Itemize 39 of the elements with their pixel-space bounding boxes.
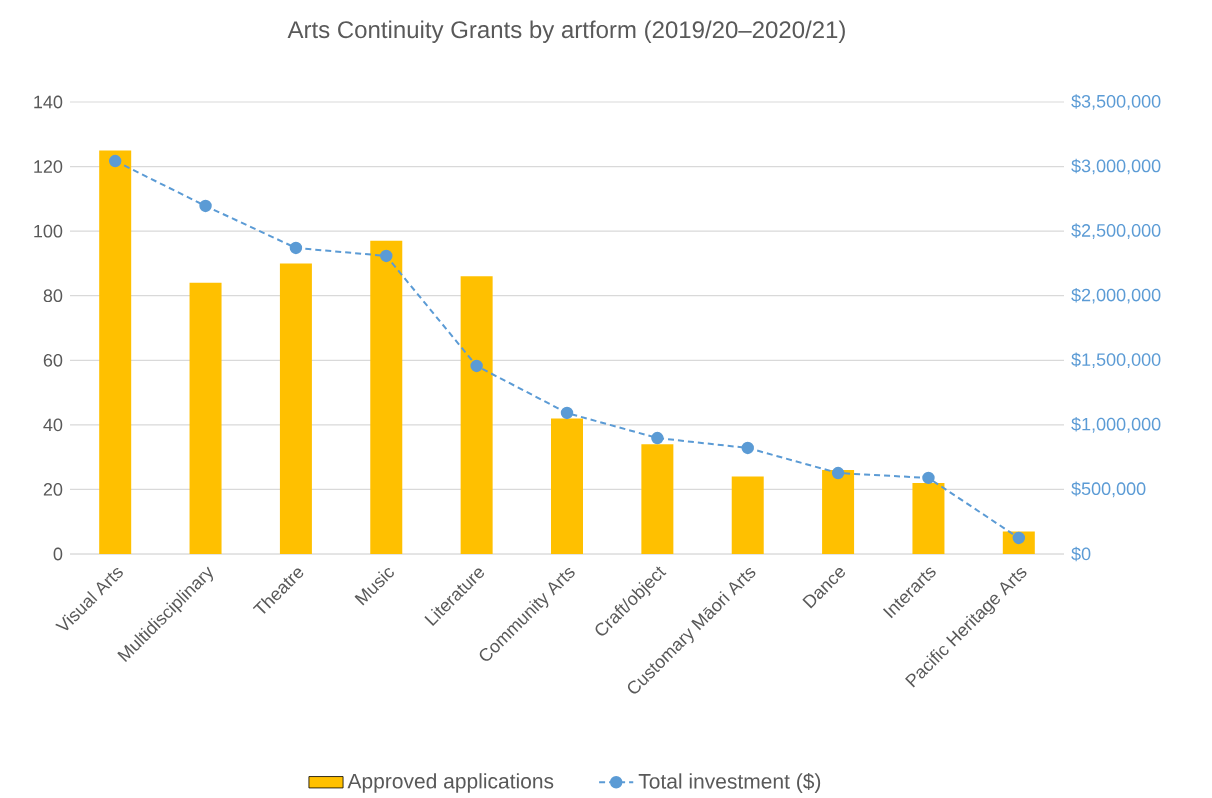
y-tick-label: 60 [43, 353, 63, 367]
point [380, 249, 393, 263]
y-tick-label: 120 [34, 160, 63, 173]
y2-tick-label: $2,000,000 [1071, 287, 1161, 304]
y2-tick-label: $3,500,000 [1071, 94, 1161, 110]
point [651, 431, 664, 445]
point [741, 441, 754, 455]
bar [189, 282, 222, 554]
bar [460, 276, 493, 554]
y-tick-label: 40 [43, 418, 63, 432]
y-tick-label: 0 [53, 547, 63, 561]
point [560, 406, 574, 420]
bar [641, 444, 674, 554]
point [289, 241, 303, 255]
bar [551, 418, 583, 554]
bar [912, 482, 945, 554]
y2-tick-label: $1,500,000 [1071, 352, 1161, 369]
bar [822, 470, 855, 554]
y2-tick-label: $3,000,000 [1071, 158, 1161, 175]
legend-label: Approved applications [347, 773, 554, 793]
point [922, 471, 935, 485]
point [199, 199, 212, 213]
y-tick-label: 140 [34, 95, 63, 109]
legend-label: Total investment ($) [638, 772, 821, 793]
bar [279, 263, 312, 554]
point [831, 466, 845, 480]
y2-tick-label: $500,000 [1071, 481, 1146, 498]
y-tick-label: 80 [43, 289, 63, 303]
bar [731, 476, 764, 554]
y-tick-label: 20 [43, 483, 63, 496]
y2-tick-label: $0 [1071, 546, 1091, 562]
chart-title: Arts Continuity Grants by artform (2019/20–2020/21) [287, 20, 845, 43]
y2-tick-label: $1,000,000 [1071, 417, 1161, 433]
y2-tick-label: $2,500,000 [1071, 223, 1161, 239]
bar [99, 150, 132, 554]
bar [370, 240, 403, 554]
point [470, 359, 483, 373]
point [108, 154, 122, 168]
y-tick-label: 100 [34, 224, 63, 238]
